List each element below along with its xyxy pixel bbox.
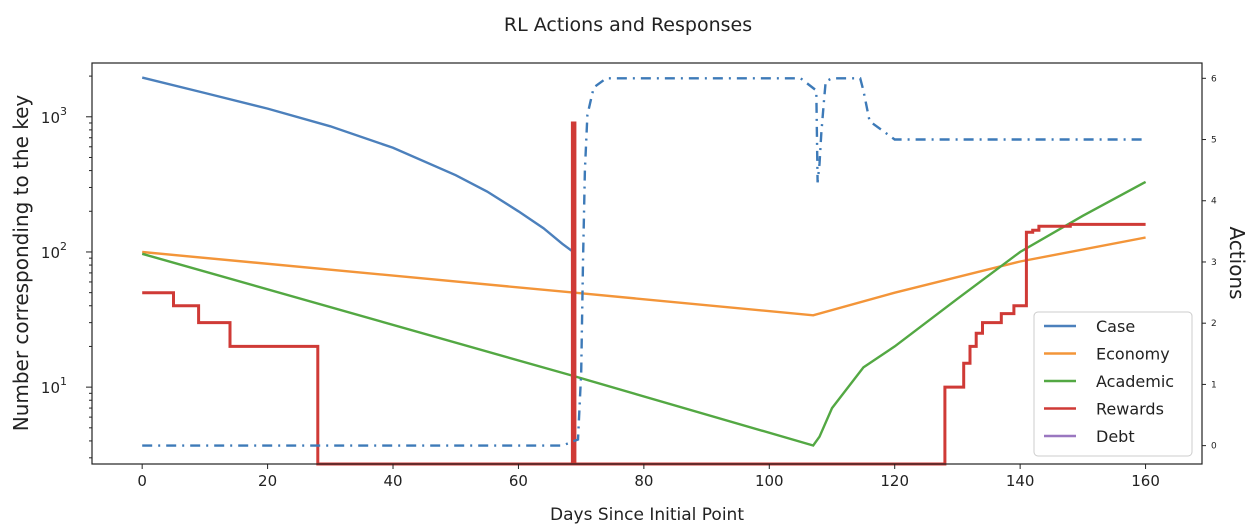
y2-tick-label: 2	[1211, 319, 1217, 329]
x-axis-label: Days Since Initial Point	[550, 505, 744, 525]
x-tick-label: 140	[1006, 472, 1035, 490]
legend-label-academic: Academic	[1096, 372, 1174, 391]
y-tick-base: 10	[41, 109, 60, 127]
y-tick-label: 103	[41, 105, 67, 127]
y-tick-label: 102	[41, 240, 67, 262]
y-tick-exponent: 1	[60, 375, 67, 388]
series-line-economy	[142, 236, 1146, 317]
legend-label-case: Case	[1096, 317, 1135, 336]
y-axis-label: Number corresponding to the key	[9, 95, 33, 432]
y-tick-exponent: 3	[60, 105, 67, 118]
x-tick-label: 40	[383, 472, 402, 490]
y-tick-exponent: 2	[60, 240, 67, 253]
chart-title: RL Actions and Responses	[504, 14, 752, 36]
y2-tick-label: 6	[1211, 74, 1217, 84]
y2-tick-label: 1	[1211, 380, 1217, 390]
x-tick-label: 160	[1131, 472, 1160, 490]
legend-box	[1033, 311, 1193, 457]
x-tick-label: 0	[137, 472, 147, 490]
series-line-academic	[141, 180, 1147, 447]
y-axis-right: 0 1 2 3 4 5 6	[1202, 74, 1217, 452]
x-tick-label: 120	[880, 472, 909, 490]
series-line-case	[141, 76, 576, 255]
legend: Case Economy Academic Rewards Debt	[1033, 311, 1193, 457]
y2-tick-label: 4	[1211, 197, 1217, 207]
series-line-actions	[142, 77, 1146, 447]
y-tick-label: 101	[41, 375, 67, 397]
series-layer	[141, 76, 1147, 466]
series-line-rewards	[142, 121, 1146, 466]
y2-tick-label: 0	[1211, 442, 1217, 452]
plot-frame	[91, 62, 1203, 465]
x-tick-label: 60	[509, 472, 528, 490]
y-tick-base: 10	[41, 379, 60, 397]
y2-axis-label: Actions	[1225, 226, 1249, 299]
legend-label-economy: Economy	[1096, 345, 1170, 364]
x-tick-label: 100	[755, 472, 784, 490]
legend-label-rewards: Rewards	[1096, 400, 1164, 419]
y-tick-base: 10	[41, 244, 60, 262]
x-axis: 0 20 40 60 80 100 120 140 160	[137, 464, 1160, 490]
x-tick-label: 80	[634, 472, 653, 490]
y2-tick-label: 5	[1211, 136, 1217, 146]
y2-tick-label: 3	[1211, 258, 1217, 268]
legend-label-debt: Debt	[1096, 427, 1135, 446]
x-tick-label: 20	[258, 472, 277, 490]
